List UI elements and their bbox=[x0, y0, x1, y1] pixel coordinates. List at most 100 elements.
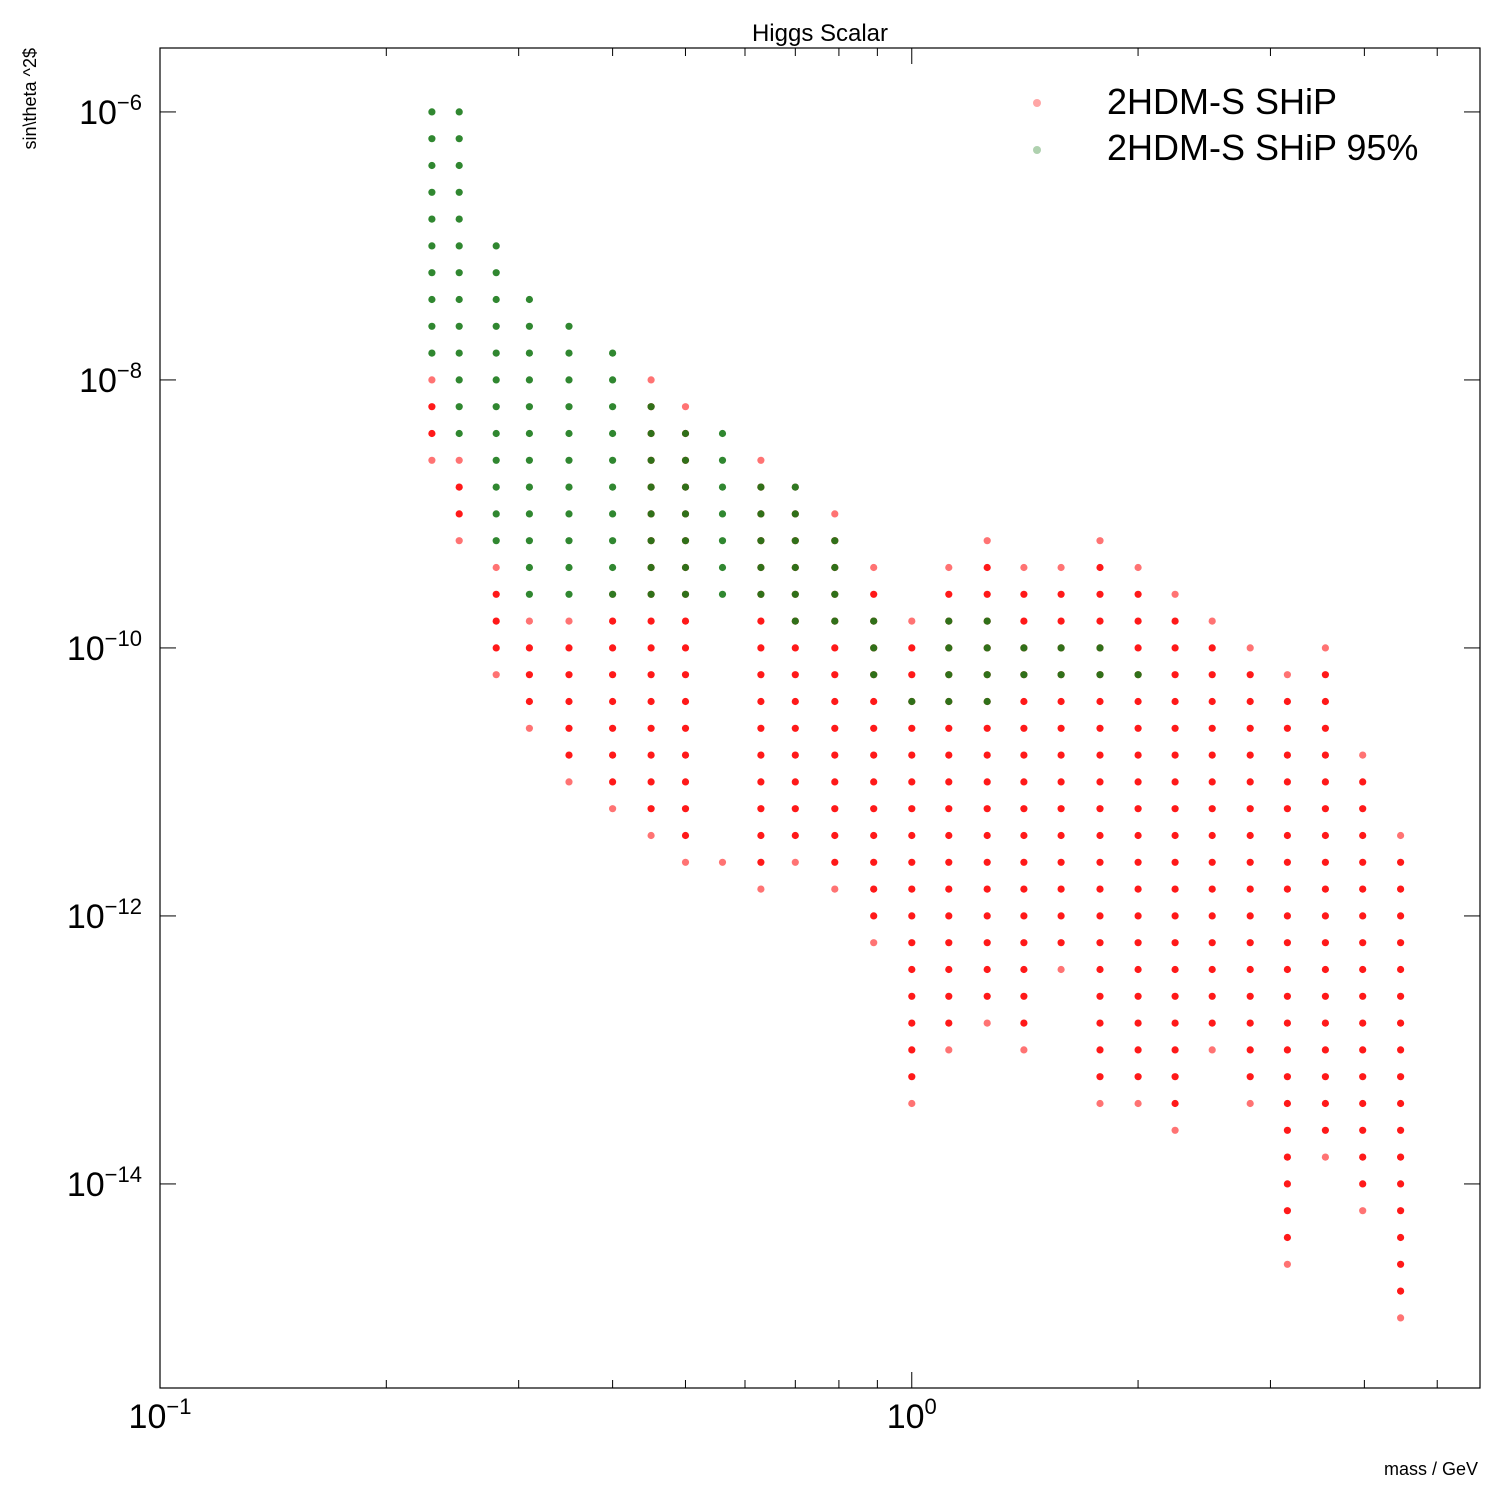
data-point bbox=[1246, 644, 1254, 652]
data-point bbox=[565, 778, 573, 786]
data-point bbox=[1321, 885, 1329, 893]
data-point bbox=[1208, 617, 1216, 625]
data-point bbox=[647, 483, 655, 491]
data-point bbox=[908, 831, 916, 840]
data-point bbox=[681, 483, 690, 491]
data-point bbox=[681, 751, 690, 759]
data-point bbox=[492, 322, 500, 330]
data-point bbox=[1096, 778, 1104, 786]
data-point bbox=[1057, 805, 1065, 813]
data-point bbox=[870, 697, 878, 706]
data-point bbox=[492, 617, 500, 625]
data-point bbox=[791, 778, 799, 786]
data-point bbox=[945, 590, 953, 598]
data-point bbox=[455, 269, 463, 277]
data-point bbox=[681, 590, 690, 598]
data-point bbox=[492, 590, 500, 598]
data-point bbox=[1096, 965, 1104, 974]
data-point bbox=[757, 537, 765, 545]
data-point bbox=[908, 965, 916, 974]
data-point bbox=[1283, 1073, 1291, 1081]
data-point bbox=[1246, 858, 1254, 866]
y-tick-label: 10−12 bbox=[67, 894, 142, 936]
data-point bbox=[1208, 697, 1216, 706]
data-point bbox=[983, 885, 991, 893]
data-point bbox=[647, 644, 655, 652]
data-point bbox=[565, 510, 573, 518]
data-point bbox=[1057, 885, 1065, 893]
data-point bbox=[1134, 590, 1142, 598]
data-point bbox=[1020, 805, 1028, 813]
data-point bbox=[791, 858, 799, 866]
data-point bbox=[1171, 751, 1179, 759]
data-point bbox=[492, 242, 500, 250]
data-point bbox=[565, 644, 573, 652]
data-point bbox=[908, 858, 916, 866]
data-point bbox=[1321, 751, 1329, 759]
data-point bbox=[908, 1019, 916, 1027]
data-point bbox=[1134, 617, 1142, 625]
data-point bbox=[609, 778, 617, 786]
data-point bbox=[870, 858, 878, 866]
data-point bbox=[983, 671, 991, 679]
data-point bbox=[609, 644, 617, 652]
data-point bbox=[831, 697, 839, 706]
data-point bbox=[1171, 965, 1179, 974]
data-point bbox=[1359, 831, 1367, 840]
data-point bbox=[831, 537, 839, 545]
data-point bbox=[681, 805, 690, 813]
data-point bbox=[428, 135, 436, 143]
data-point bbox=[718, 510, 727, 518]
data-point bbox=[455, 483, 463, 491]
data-point bbox=[1057, 590, 1065, 598]
data-point bbox=[455, 135, 463, 143]
data-point bbox=[525, 671, 534, 679]
data-point bbox=[757, 885, 765, 893]
data-point bbox=[757, 778, 765, 786]
data-point bbox=[831, 510, 839, 518]
data-point bbox=[908, 805, 916, 813]
data-point bbox=[791, 805, 799, 813]
data-point bbox=[1096, 751, 1104, 759]
x-tick-label: 10−1 bbox=[129, 1394, 192, 1436]
data-point bbox=[1096, 912, 1104, 920]
axes-frame bbox=[159, 47, 1481, 1389]
data-point bbox=[428, 349, 436, 357]
data-point bbox=[1171, 885, 1179, 893]
data-point bbox=[525, 295, 534, 304]
data-point bbox=[1134, 912, 1142, 920]
data-point bbox=[983, 537, 991, 545]
data-point bbox=[1359, 805, 1367, 813]
data-point bbox=[1397, 1207, 1405, 1215]
data-point bbox=[1020, 939, 1028, 947]
data-point bbox=[1397, 1019, 1405, 1027]
data-point bbox=[757, 831, 765, 840]
data-point bbox=[1359, 1207, 1367, 1215]
data-point bbox=[647, 724, 655, 732]
data-point bbox=[1171, 778, 1179, 786]
data-point bbox=[1134, 831, 1142, 840]
data-point bbox=[492, 376, 500, 384]
data-point bbox=[1397, 1099, 1405, 1108]
data-point bbox=[1321, 912, 1329, 920]
data-point bbox=[1134, 1019, 1142, 1027]
data-point bbox=[1208, 912, 1216, 920]
data-point bbox=[908, 939, 916, 947]
data-point bbox=[1397, 1233, 1405, 1242]
data-point bbox=[1321, 644, 1329, 652]
data-point bbox=[1057, 965, 1065, 974]
data-point bbox=[1397, 992, 1405, 1000]
data-point bbox=[791, 751, 799, 759]
data-point bbox=[1321, 671, 1329, 679]
data-point bbox=[492, 456, 500, 464]
data-point bbox=[1397, 858, 1405, 866]
data-point bbox=[525, 349, 534, 357]
data-point bbox=[525, 483, 534, 491]
data-point bbox=[1321, 1153, 1329, 1161]
data-point bbox=[428, 161, 436, 170]
data-point bbox=[455, 403, 463, 411]
data-point bbox=[870, 751, 878, 759]
data-point bbox=[1171, 1073, 1179, 1081]
legend-marker-2hdm-s-ship bbox=[1033, 99, 1041, 107]
data-point bbox=[1096, 563, 1104, 572]
